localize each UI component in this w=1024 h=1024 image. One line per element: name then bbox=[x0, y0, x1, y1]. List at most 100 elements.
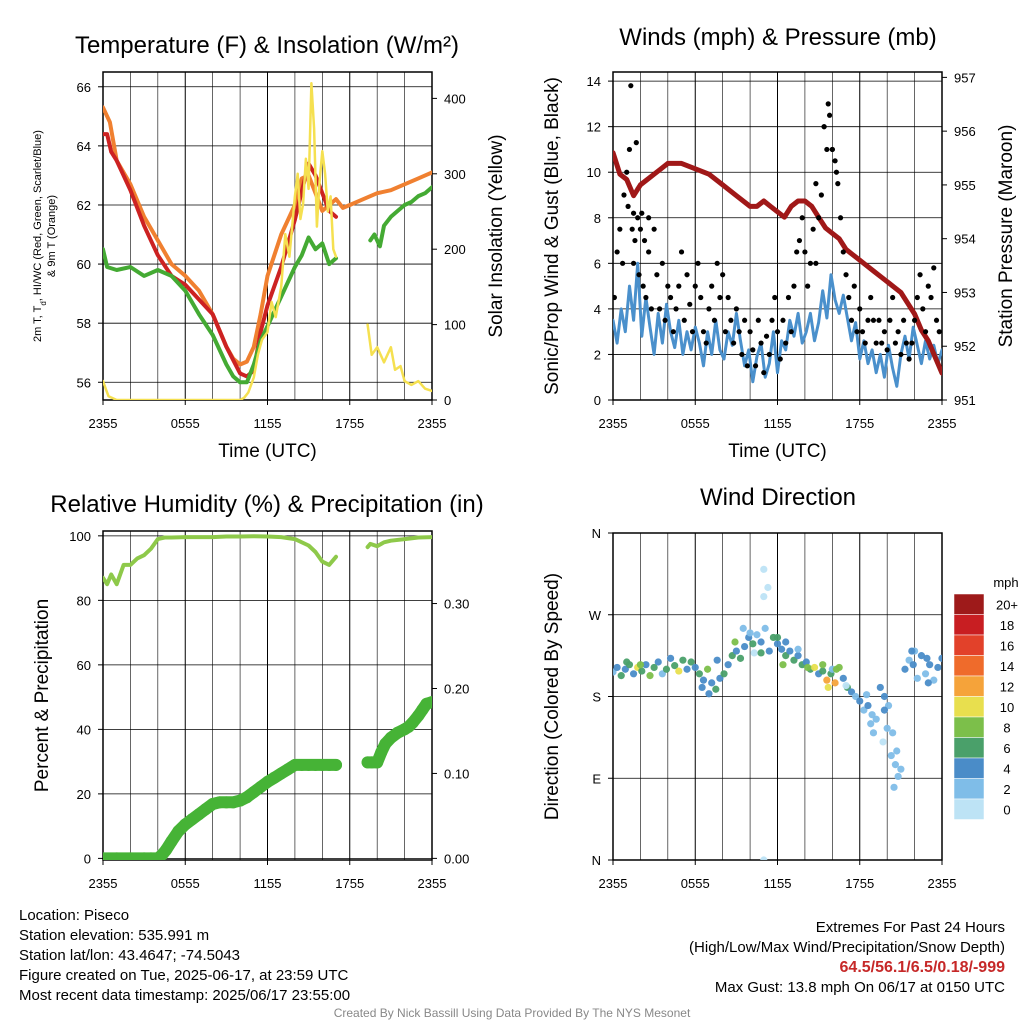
gust-point bbox=[931, 265, 937, 271]
x-tick-label: 1755 bbox=[335, 416, 364, 431]
y2-tick-label: 954 bbox=[954, 232, 976, 247]
y-tick-label: 12 bbox=[587, 120, 601, 135]
direction-point bbox=[753, 631, 761, 639]
wdir-chart: 2355 0555 1155 1755 2355 N E S W N Wind Direction D… bbox=[542, 484, 1019, 891]
x-tick-label: 2355 bbox=[928, 876, 957, 891]
gust-point bbox=[646, 215, 652, 221]
y-axis-label: Direction (Colored By Speed) bbox=[542, 573, 563, 820]
direction-point bbox=[761, 624, 769, 632]
direction-point bbox=[864, 701, 872, 710]
direction-point bbox=[691, 663, 699, 672]
gust-point bbox=[709, 283, 715, 289]
gust-point bbox=[659, 260, 665, 266]
y2-tick-label: 100 bbox=[444, 318, 466, 333]
gust-point bbox=[898, 351, 904, 358]
gust-point bbox=[752, 363, 759, 369]
x-tick-label: 1755 bbox=[845, 416, 874, 431]
gust-point bbox=[890, 294, 896, 301]
x-tick-label: 2355 bbox=[89, 876, 118, 891]
gust-point bbox=[614, 249, 620, 255]
latlon-text: Station lat/lon: 43.4647; -74.5043 bbox=[19, 947, 241, 964]
y2-tick-label: 956 bbox=[954, 124, 976, 139]
gust-point bbox=[824, 146, 830, 153]
direction-point bbox=[732, 647, 740, 655]
y-tick-label: W bbox=[589, 608, 602, 623]
gust-point bbox=[846, 294, 852, 301]
direction-point bbox=[650, 663, 658, 672]
data-layer bbox=[103, 534, 432, 860]
rh-line bbox=[365, 535, 432, 550]
gust-point bbox=[920, 306, 926, 312]
gust-point bbox=[728, 317, 734, 323]
colorbar-swatch bbox=[953, 593, 985, 615]
gust-point bbox=[802, 249, 808, 255]
gust-point bbox=[796, 237, 803, 244]
gust-point bbox=[639, 210, 645, 216]
direction-point bbox=[908, 647, 916, 655]
y-tick-label: 10 bbox=[587, 165, 601, 180]
gust-point bbox=[763, 333, 770, 339]
y-tick-label: 100 bbox=[69, 529, 91, 544]
gust-point bbox=[687, 301, 693, 307]
gust-point bbox=[772, 294, 778, 301]
direction-point bbox=[839, 674, 847, 682]
gust-point bbox=[684, 272, 690, 278]
extremes-info: Extremes For Past 24 Hours (High/Low/Max… bbox=[689, 918, 1005, 998]
colorbar-swatch bbox=[953, 675, 985, 697]
gust-point bbox=[933, 317, 940, 323]
y2-tick-label: 0 bbox=[444, 393, 451, 408]
gust-point bbox=[695, 260, 701, 266]
direction-point bbox=[930, 676, 938, 684]
station-info: Location: Piseco Station elevation: 535.… bbox=[19, 906, 350, 1006]
direction-point bbox=[629, 670, 638, 678]
gust-point bbox=[657, 306, 663, 312]
direction-point bbox=[897, 765, 905, 773]
y-tick-label: 8 bbox=[594, 211, 601, 226]
gust-point bbox=[876, 317, 882, 323]
gust-point bbox=[636, 272, 642, 278]
direction-point bbox=[642, 661, 650, 669]
gust-point bbox=[769, 317, 775, 323]
gust-point bbox=[914, 294, 920, 301]
gust-point bbox=[678, 249, 685, 255]
wdir-title: Wind Direction bbox=[700, 484, 856, 511]
gust-point bbox=[654, 272, 660, 278]
elevation-text: Station elevation: 535.991 m bbox=[19, 927, 210, 944]
gust-point bbox=[816, 215, 822, 221]
direction-point bbox=[923, 654, 931, 662]
gust-point bbox=[722, 329, 729, 335]
colorbar-swatch bbox=[953, 696, 985, 718]
direction-point bbox=[913, 674, 921, 682]
direction-point bbox=[869, 729, 878, 737]
y-tick-label: E bbox=[592, 771, 601, 786]
direction-point bbox=[819, 661, 827, 669]
gust-point bbox=[711, 317, 718, 323]
gust-point bbox=[744, 363, 750, 369]
direction-point bbox=[773, 640, 782, 648]
gust-point bbox=[673, 306, 679, 312]
x-tick-label: 2355 bbox=[89, 416, 118, 431]
gust-point bbox=[785, 294, 792, 301]
rh-chart: 2355 0555 1155 1755 2355 0 20 40 60 80 100 0.00 0.10… bbox=[32, 491, 484, 891]
direction-point bbox=[713, 656, 721, 664]
gust-point bbox=[747, 329, 753, 335]
gust-point bbox=[917, 272, 923, 278]
direction-point bbox=[623, 658, 631, 666]
gust-point bbox=[813, 181, 819, 187]
y-tick-label: 62 bbox=[77, 198, 91, 213]
direction-point bbox=[876, 683, 884, 692]
gust-point bbox=[835, 181, 841, 187]
gust-point bbox=[881, 329, 888, 335]
gust-point bbox=[651, 226, 657, 232]
y-tick-label: 66 bbox=[77, 80, 91, 95]
direction-point bbox=[872, 715, 880, 723]
gust-point bbox=[641, 237, 648, 244]
gust-point bbox=[662, 317, 668, 323]
direction-point bbox=[917, 652, 926, 660]
direction-point bbox=[764, 583, 772, 592]
x-tick-label: 0555 bbox=[171, 416, 200, 431]
gust-point bbox=[833, 169, 840, 175]
max-gust-text: Max Gust: 13.8 mph On 06/17 at 0150 UTC bbox=[714, 979, 1005, 996]
gust-point bbox=[843, 272, 849, 278]
direction-point bbox=[708, 679, 716, 687]
